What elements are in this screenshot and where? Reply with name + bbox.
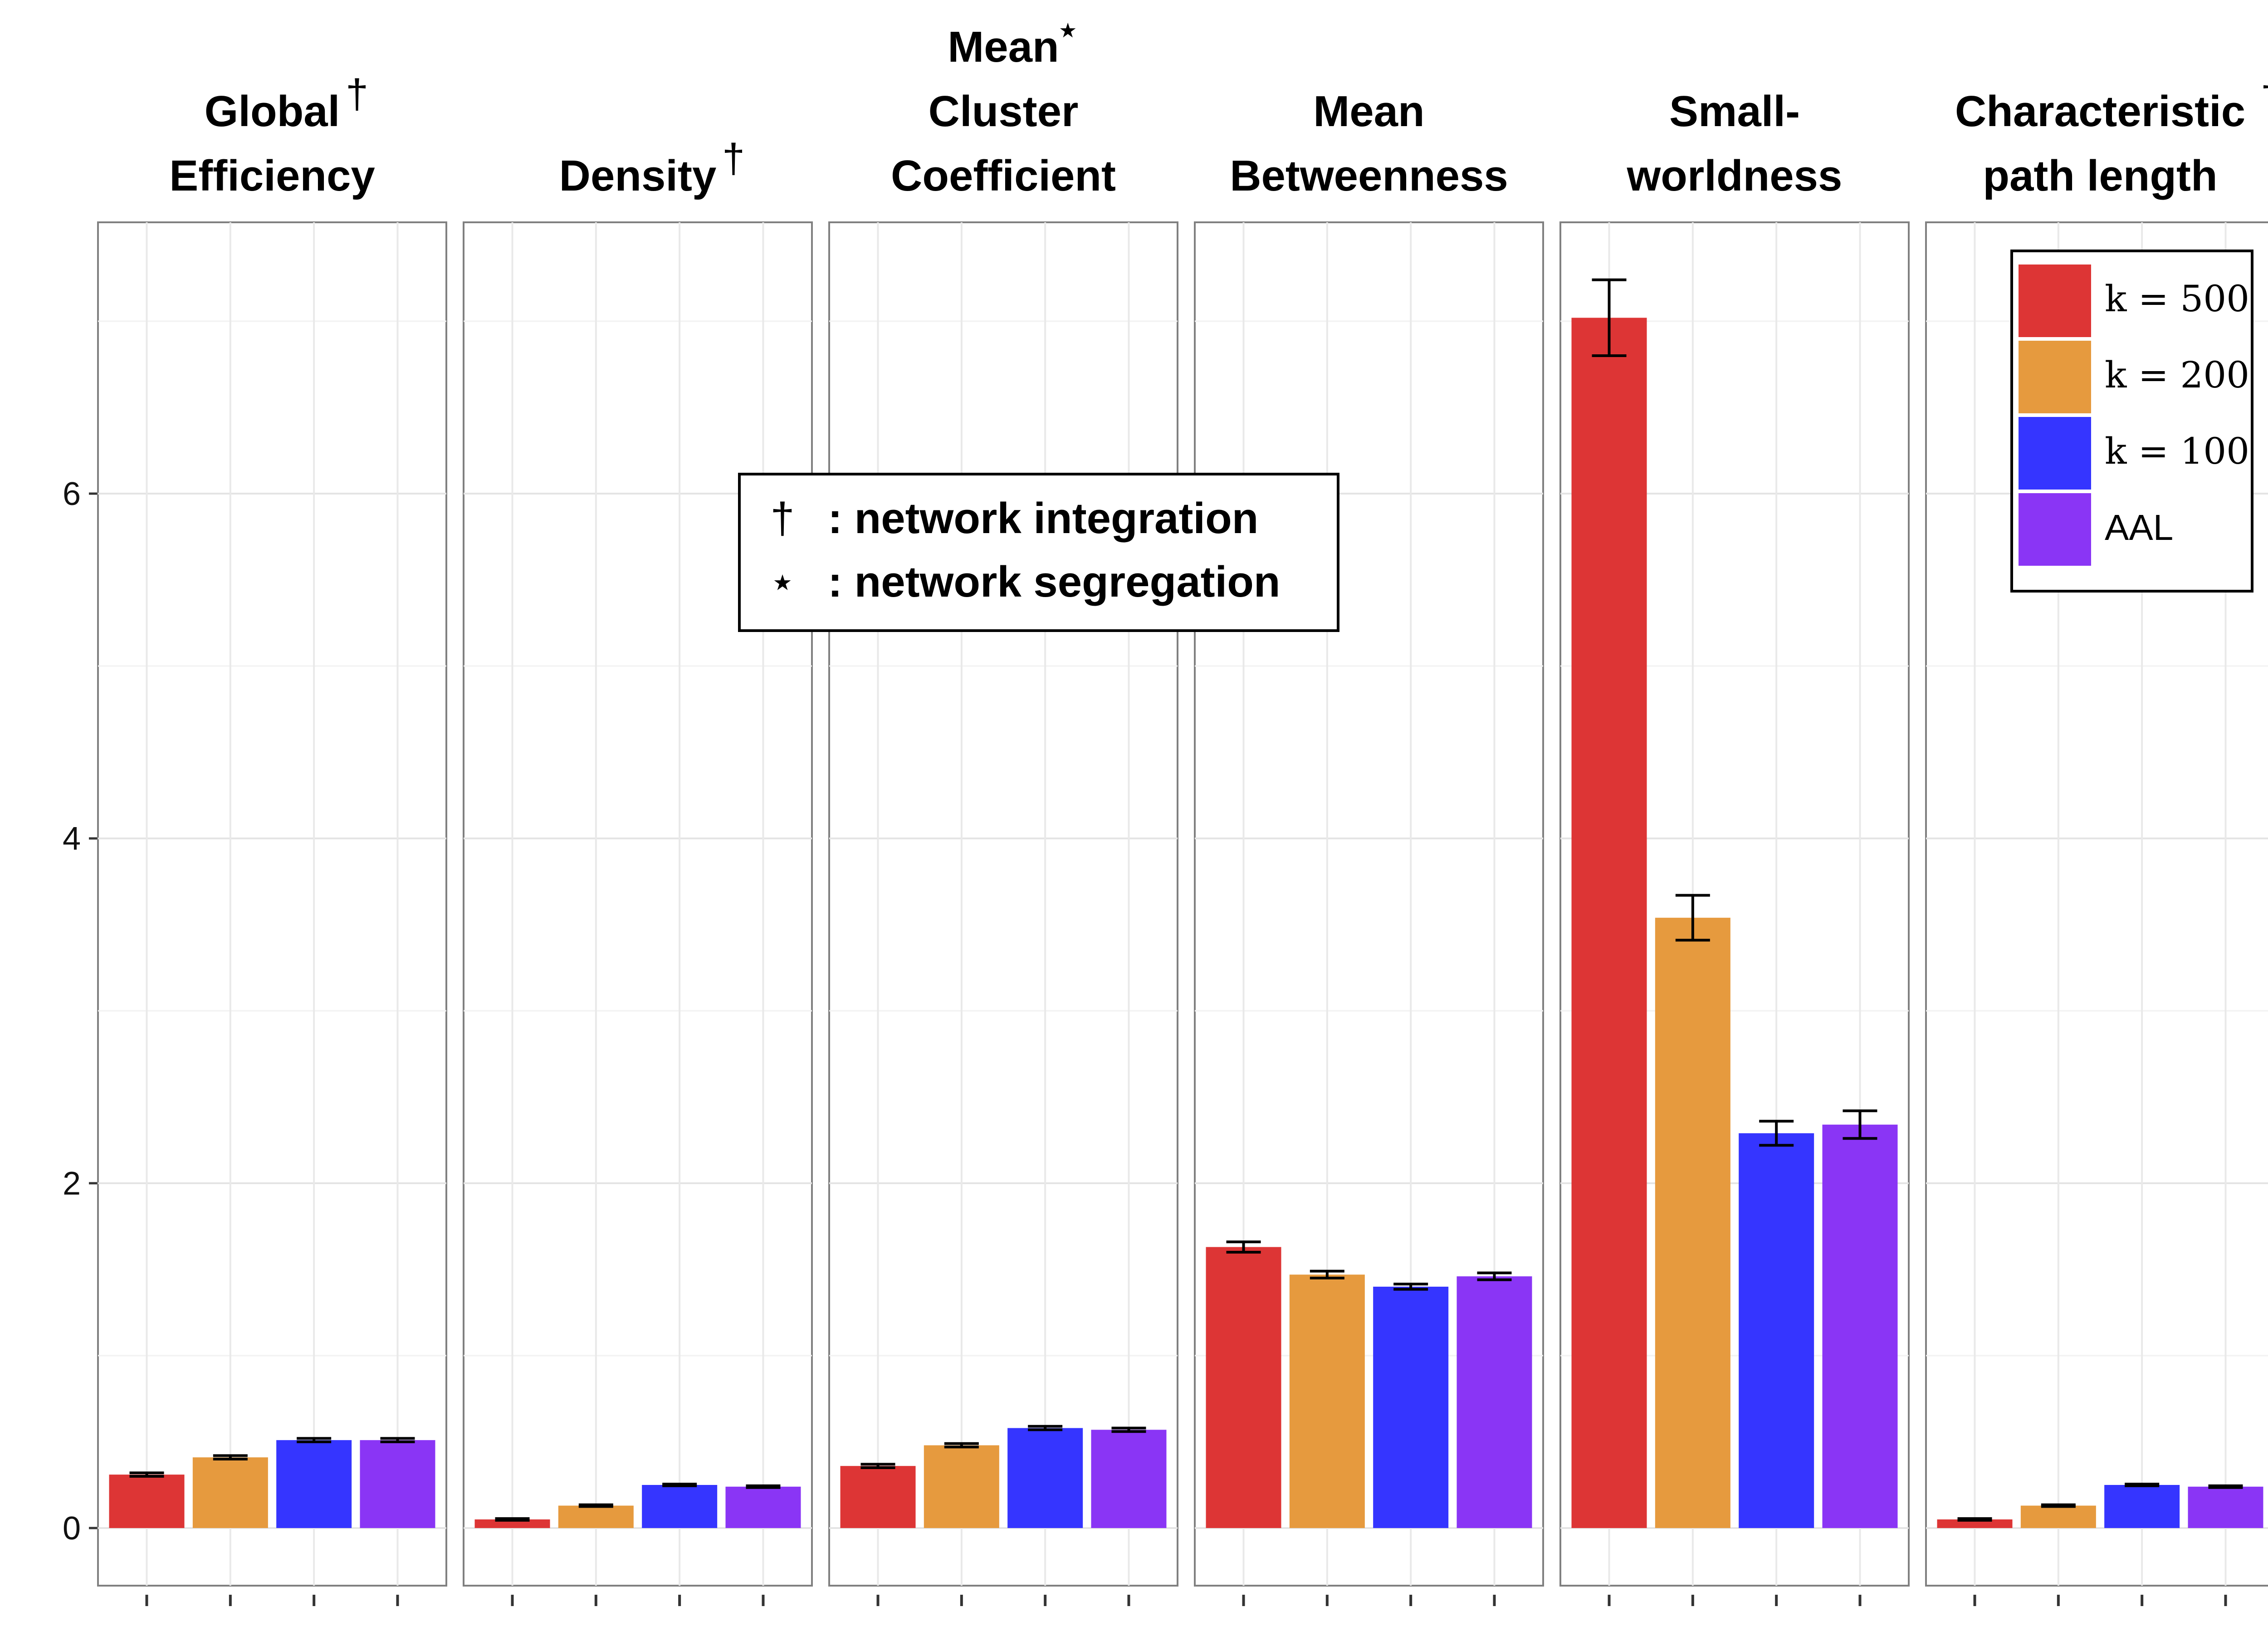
facet-title-line: Global (205, 87, 340, 136)
bar-AAL (725, 1486, 801, 1528)
bar-k200 (2020, 1505, 2096, 1528)
bar-k100 (1739, 1133, 1814, 1528)
bar-k100 (2104, 1485, 2180, 1528)
facet-panel-1: Global Efficiency † (97, 72, 447, 1606)
facet-title-line: path length (1983, 152, 2217, 200)
facet-title-line: Betweenness (1230, 152, 1508, 200)
bar-k200 (558, 1505, 634, 1528)
facet-panel-5: Small-worldness (1559, 87, 1910, 1606)
y-tick-label: 4 (63, 821, 81, 857)
facet-title-symbol: ⋆ (1055, 7, 1080, 53)
bar-k500 (1206, 1247, 1281, 1528)
bar-k200 (1655, 917, 1730, 1528)
facet-title-symbol: † (722, 136, 745, 181)
facet-title-symbol: † (346, 72, 368, 117)
facet-title-line: Mean (948, 23, 1059, 71)
annotation-frame (738, 473, 1339, 632)
legend-label: k = 100 (2105, 430, 2249, 472)
panel-frame (463, 221, 813, 1587)
legend-key (2019, 417, 2091, 490)
facet-title-symbol: † (2261, 72, 2268, 117)
legend-label: k = 500 (2105, 278, 2249, 320)
annotation-text: : network integration (828, 494, 1258, 543)
annotation-symbol: ⋆ (769, 558, 796, 606)
facet-panel-3: Mean Cluster Coefficient ⋆ (828, 7, 1178, 1606)
legend-key (2019, 265, 2091, 337)
facet-title-line: Small- (1669, 87, 1800, 136)
legend-key (2019, 493, 2091, 566)
annotation-text: : network segregation (828, 558, 1281, 606)
bar-k100 (1007, 1428, 1083, 1528)
y-tick-label: 0 (63, 1510, 81, 1547)
bar-k500 (109, 1475, 185, 1528)
facet-panel-2: Density † (463, 136, 813, 1606)
annotation-box: † : network integration ⋆ : network segrega… (738, 473, 1339, 632)
bar-AAL (1457, 1276, 1532, 1528)
bar-k100 (276, 1440, 352, 1528)
legend-key (2019, 341, 2091, 413)
facet-title-line: Characteristic (1955, 87, 2245, 136)
facet-panel-4: Mean Betweenness (1194, 87, 1544, 1606)
bar-k200 (192, 1457, 268, 1528)
annotation-symbol: † (770, 494, 794, 543)
bar-k100 (1373, 1287, 1449, 1528)
facet-title-line: Efficiency (169, 152, 375, 200)
bar-AAL (1091, 1430, 1167, 1528)
y-tick-label: 2 (63, 1166, 81, 1202)
facet-title-line: Mean (1313, 87, 1424, 136)
legend-label: AAL (2105, 507, 2173, 548)
bar-k500 (1937, 1519, 2013, 1528)
facet-title-line: Coefficient (891, 152, 1116, 200)
bar-k500 (840, 1466, 916, 1528)
bar-AAL (1822, 1124, 1898, 1528)
panel-frame (828, 221, 1178, 1587)
bar-k500 (474, 1519, 550, 1528)
facet-title-line: Density (559, 152, 717, 200)
bar-k200 (924, 1445, 999, 1528)
y-tick-label: 6 (63, 476, 81, 512)
bar-k100 (642, 1485, 718, 1528)
bar-k200 (1289, 1274, 1365, 1528)
panel-frame (97, 221, 447, 1587)
facet-title-line: worldness (1627, 152, 1843, 200)
bar-AAL (360, 1440, 435, 1528)
legend-label: k = 200 (2105, 354, 2249, 396)
bar-AAL (2188, 1486, 2263, 1528)
facet-title-line: Cluster (929, 87, 1079, 136)
bar-k500 (1571, 318, 1647, 1528)
legend: k = 500 k = 200 k = 100 AAL (2010, 250, 2253, 593)
